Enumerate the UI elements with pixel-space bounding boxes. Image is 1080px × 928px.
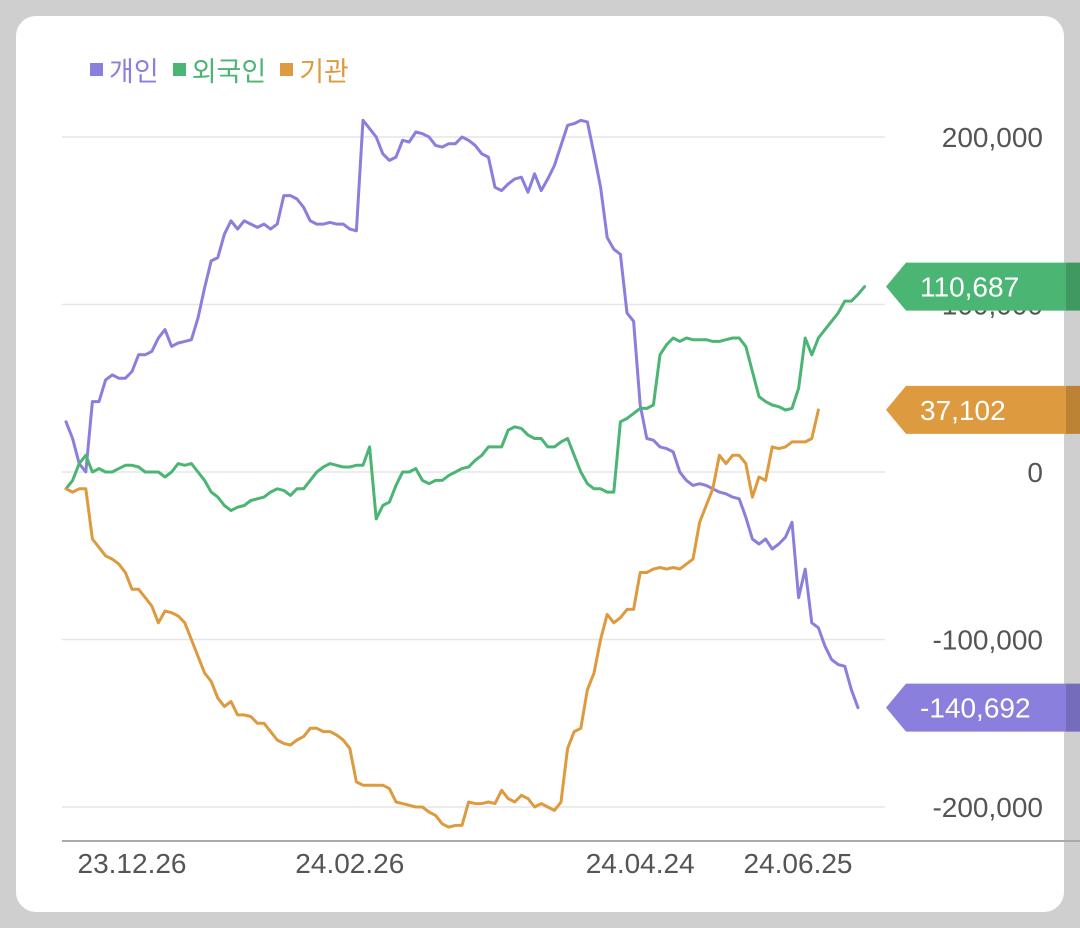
value-tag-label: 37,102 <box>920 395 1006 426</box>
y-tick-label: -200,000 <box>932 792 1043 823</box>
legend-label-individual: 개인 <box>109 57 159 88</box>
value-tag-edge <box>1066 385 1080 434</box>
value-tag-edge <box>1066 262 1080 311</box>
legend-label-foreign: 외국인 <box>191 57 267 88</box>
legend-swatch-foreign <box>172 63 186 76</box>
x-tick-label: 23.12.26 <box>78 848 187 879</box>
value-tag-shape <box>886 262 1080 311</box>
value-tag-shape <box>886 683 1080 732</box>
value-tag-individual: -140,692 <box>886 683 1080 732</box>
legend-swatch-individual <box>90 63 103 76</box>
y-tick-label: 200,000 <box>942 122 1043 153</box>
x-tick-label: 24.04.24 <box>586 848 695 879</box>
y-tick-label: 0 <box>1027 457 1043 488</box>
value-tag-label: 110,687 <box>920 272 1019 303</box>
legend-item-individual[interactable]: 개인 <box>90 50 159 89</box>
value-tag-foreign: 110,687 <box>886 262 1080 311</box>
series-line-individual[interactable] <box>64 118 860 710</box>
x-tick-label: 24.06.25 <box>744 848 853 879</box>
legend-swatch-institution <box>280 63 294 76</box>
legend-item-foreign[interactable]: 외국인 <box>172 50 267 89</box>
series-line-foreign[interactable] <box>64 285 867 521</box>
value-tag-label: -140,692 <box>920 693 1031 724</box>
y-tick-label: -100,000 <box>932 625 1043 656</box>
x-tick-label: 24.02.26 <box>295 848 404 879</box>
series-line-institution[interactable] <box>64 408 820 829</box>
value-tag-institution: 37,102 <box>886 385 1080 434</box>
value-tag-edge <box>1066 683 1080 732</box>
legend-label-institution: 기관 <box>299 57 349 88</box>
value-tag-shape <box>886 385 1080 434</box>
legend: 개인 외국인 기관 <box>90 50 349 89</box>
legend-item-institution[interactable]: 기관 <box>280 50 349 89</box>
